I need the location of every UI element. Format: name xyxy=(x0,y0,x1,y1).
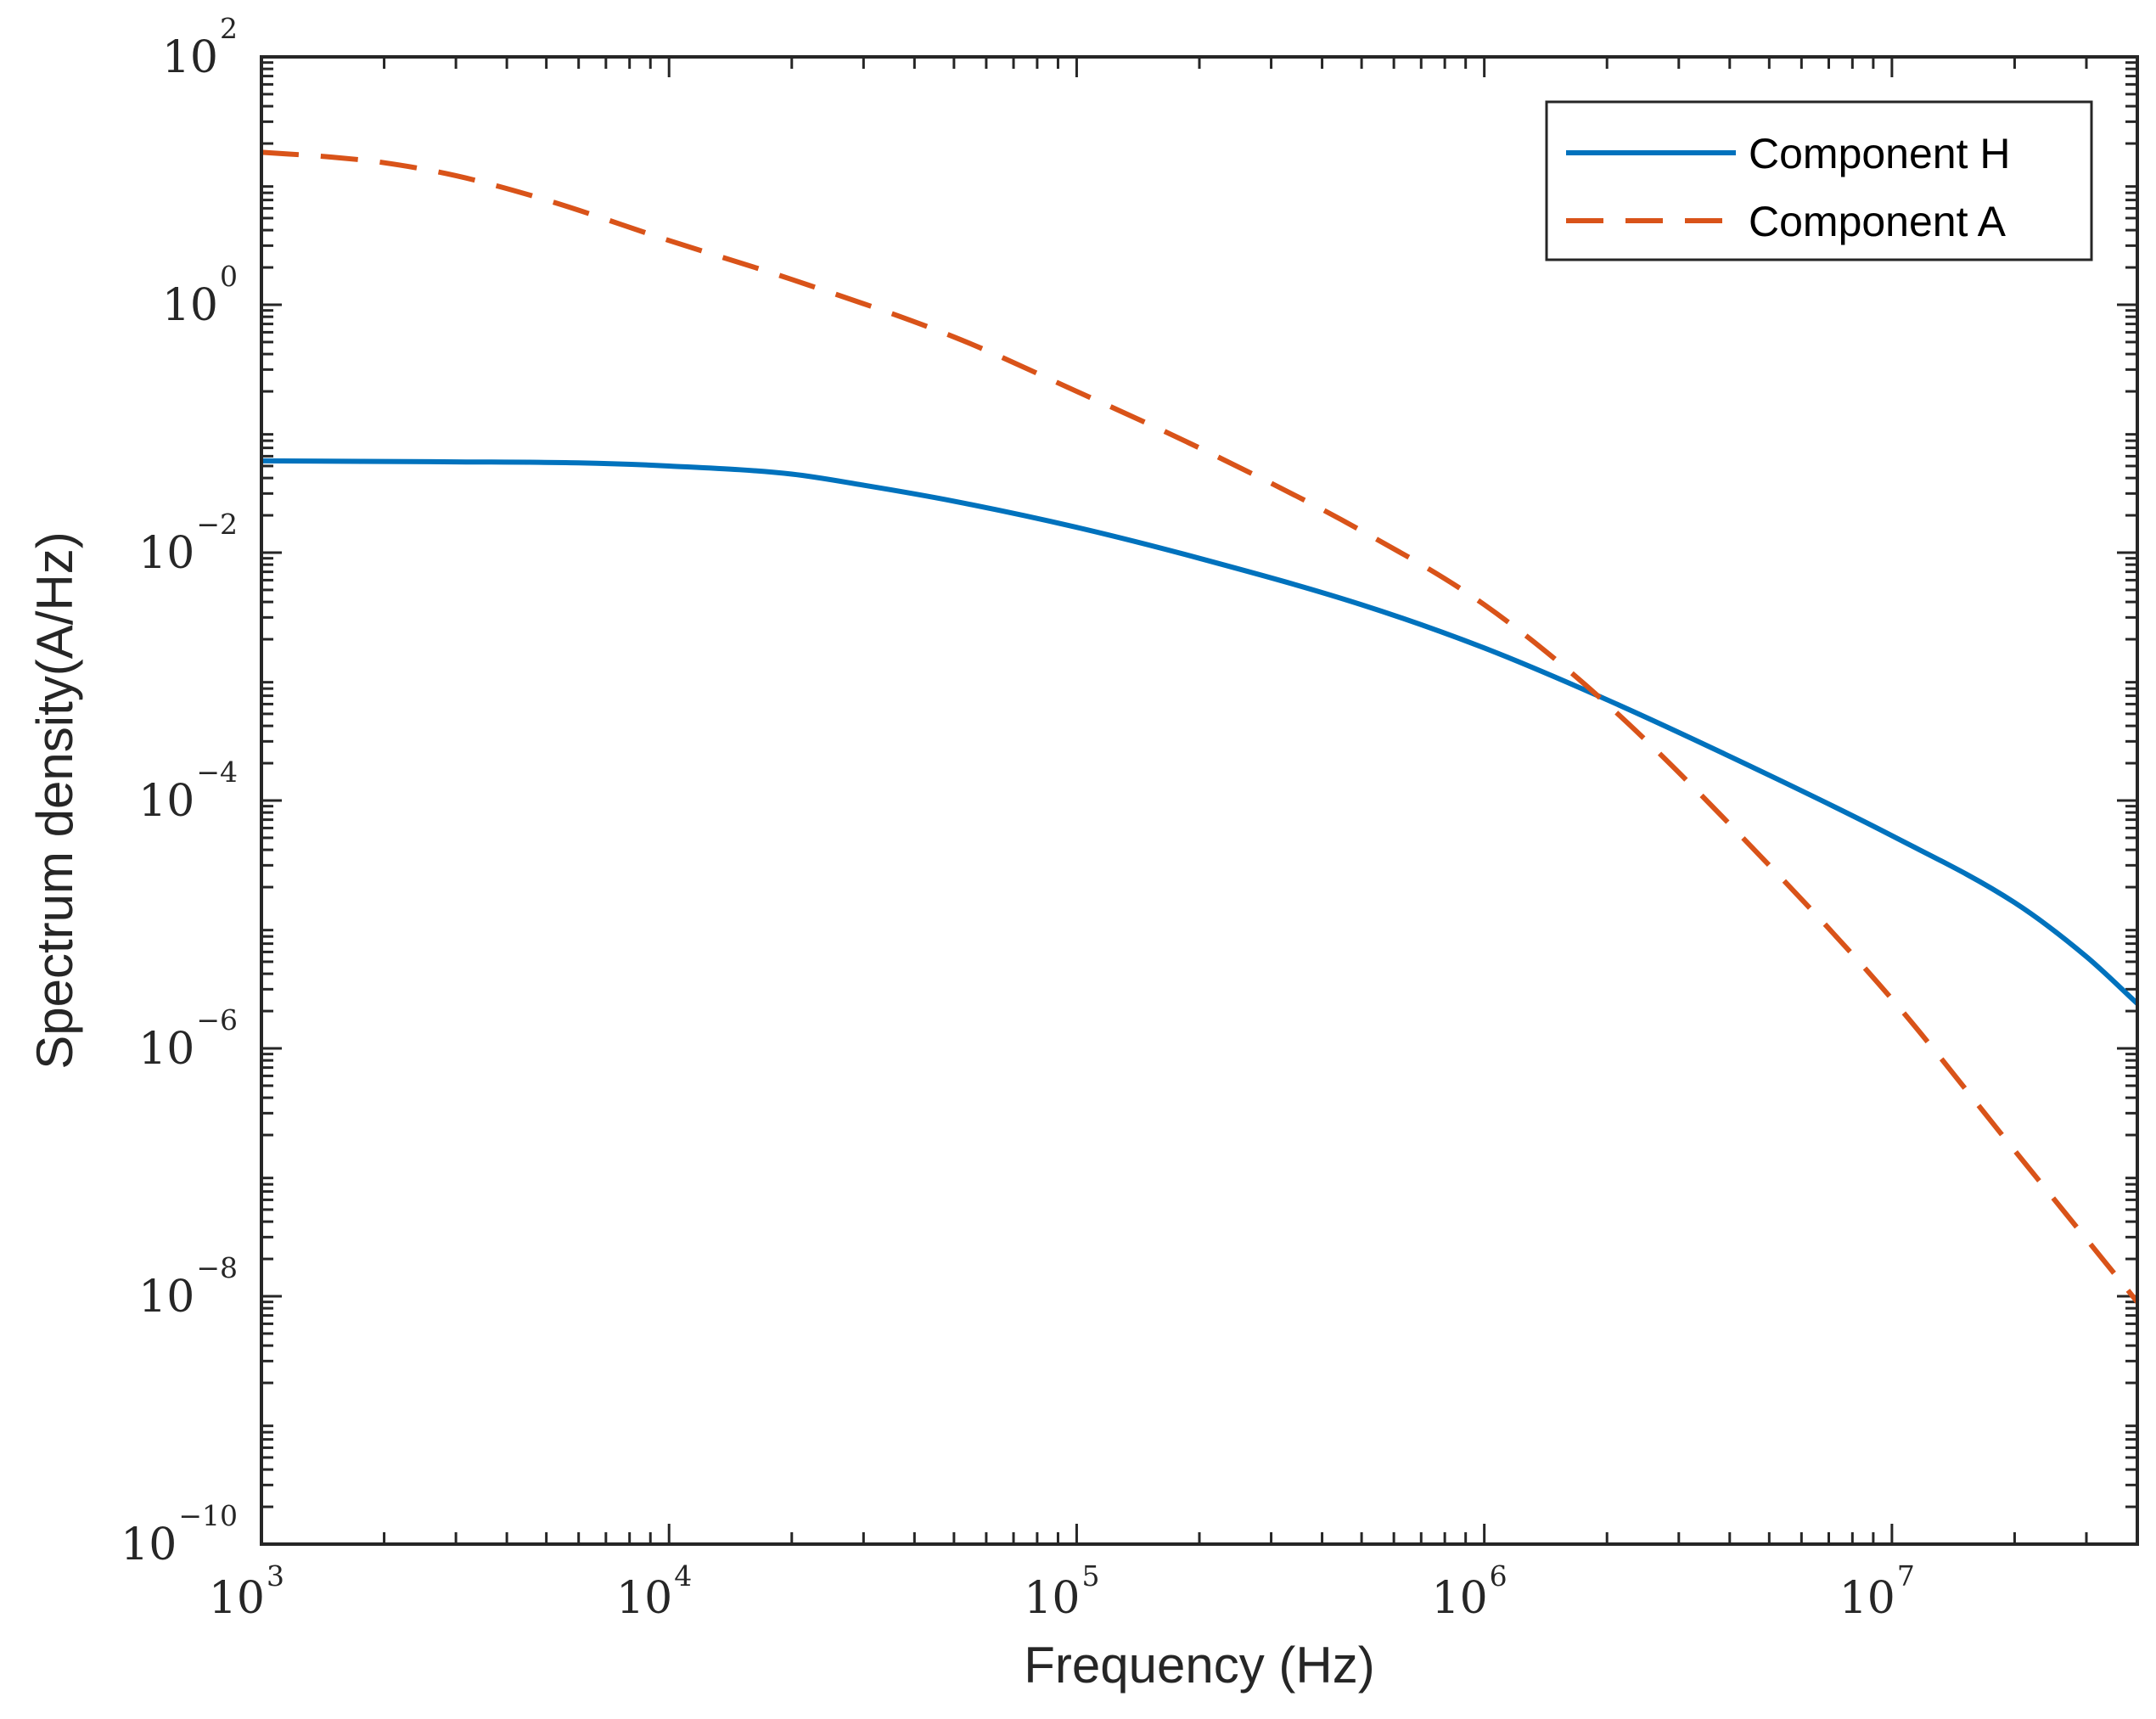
y-axis-title: Spectrum density(A/Hz) xyxy=(26,531,83,1070)
series-line-component-a xyxy=(261,149,2140,1304)
major-ticks xyxy=(260,55,2137,1546)
y-tick-label-exponent: 2 xyxy=(220,12,238,45)
x-tick-label-exponent: 3 xyxy=(267,1559,284,1593)
plot-frame xyxy=(260,55,2139,1546)
x-tick-labels: 10 3 10 4 10 5 10 6 10 7 xyxy=(209,1559,1915,1624)
x-tick-label: 10 6 xyxy=(1431,1559,1507,1624)
x-tick-label: 10 7 xyxy=(1839,1559,1915,1624)
x-tick-label-exponent: 6 xyxy=(1490,1559,1508,1593)
x-tick-label-exponent: 4 xyxy=(674,1559,692,1593)
y-tick-label-exponent: −10 xyxy=(178,1499,238,1532)
y-tick-label: −810 xyxy=(138,1251,238,1323)
x-tick-label-base: 10 xyxy=(1431,1573,1487,1624)
x-tick-label: 10 3 xyxy=(209,1559,284,1624)
legend-label-component-a: Component A xyxy=(1749,198,2007,245)
x-tick-label-exponent: 7 xyxy=(1897,1559,1915,1593)
y-tick-label: −210 xyxy=(138,508,238,579)
x-tick-label-base: 10 xyxy=(616,1573,672,1624)
y-tick-label-base: 10 xyxy=(162,32,218,83)
y-tick-label-base: 10 xyxy=(121,1520,177,1570)
plot-area xyxy=(261,57,2137,1544)
series-layer xyxy=(261,149,2140,1304)
y-tick-label-base: 10 xyxy=(138,1272,194,1323)
y-tick-label-exponent: 0 xyxy=(220,260,238,293)
legend-box xyxy=(1545,100,2093,261)
y-tick-label: 010 xyxy=(162,260,238,331)
y-tick-label-exponent: −8 xyxy=(196,1251,238,1284)
y-tick-label: −610 xyxy=(138,1003,238,1075)
x-tick-label-base: 10 xyxy=(1839,1573,1895,1624)
y-tick-label: 210 xyxy=(162,12,238,83)
series-line-component-h xyxy=(261,458,2140,1006)
y-tick-label-base: 10 xyxy=(138,1024,194,1075)
x-tick-label-base: 10 xyxy=(209,1573,265,1624)
y-tick-label-exponent: −4 xyxy=(196,756,238,789)
x-tick-label-base: 10 xyxy=(1024,1573,1080,1624)
legend-label-component-h: Component H xyxy=(1749,130,2011,177)
y-tick-label-exponent: −2 xyxy=(196,508,238,541)
legend: Component H Component A xyxy=(1545,100,2093,261)
y-tick-label-base: 10 xyxy=(162,280,218,331)
x-axis-title: Frequency (Hz) xyxy=(1024,1637,1374,1694)
x-tick-label: 10 4 xyxy=(616,1559,692,1624)
x-tick-label-exponent: 5 xyxy=(1081,1559,1099,1593)
minor-ticks xyxy=(261,57,2137,1544)
y-tick-label: −410 xyxy=(138,756,238,827)
y-tick-label-exponent: −6 xyxy=(196,1003,238,1036)
y-tick-label-base: 10 xyxy=(138,776,194,827)
x-tick-label: 10 5 xyxy=(1024,1559,1099,1624)
y-tick-label-base: 10 xyxy=(138,528,194,579)
